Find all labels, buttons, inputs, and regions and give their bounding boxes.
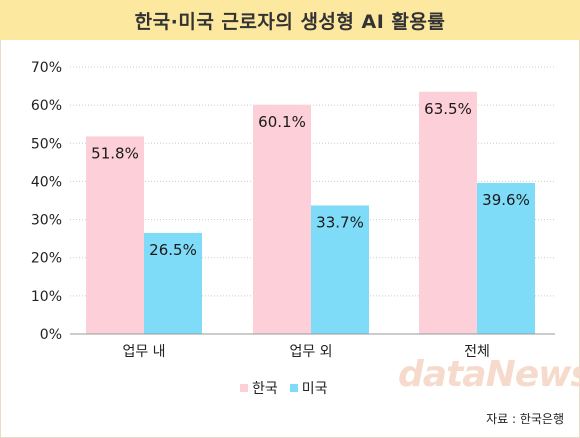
bar-korea	[253, 104, 311, 334]
x-category-label: 업무 외	[289, 344, 332, 360]
data-label: 60.1%	[258, 113, 306, 131]
bar-korea	[419, 91, 477, 335]
x-category-label: 업무 내	[122, 344, 165, 360]
legend-item-usa: 미국	[289, 378, 328, 398]
y-tick-label: 30%	[31, 213, 62, 229]
data-label: 26.5%	[149, 241, 197, 259]
legend-item-korea: 한국	[240, 378, 278, 398]
legend: 한국 미국	[240, 378, 328, 398]
y-tick-label: 60%	[31, 98, 62, 114]
bar-usa	[144, 232, 202, 334]
legend-swatch-korea	[240, 384, 248, 392]
y-tick-label: 10%	[31, 289, 62, 305]
bar-korea	[86, 136, 144, 334]
legend-label-usa: 미국	[301, 381, 328, 397]
x-category-label: 전체	[464, 344, 490, 360]
data-label: 39.6%	[482, 191, 530, 209]
source-note: 자료 : 한국은행	[486, 412, 564, 426]
data-label: 33.7%	[316, 213, 364, 231]
bar-usa	[477, 182, 535, 334]
data-label: 51.8%	[91, 144, 139, 162]
y-tick-label: 70%	[31, 60, 62, 76]
y-tick-label: 20%	[31, 251, 62, 267]
watermark-logo: dataNews	[398, 354, 580, 395]
title-bar: 한국·미국 근로자의 생성형 AI 활용률	[0, 0, 580, 40]
data-label: 63.5%	[424, 100, 472, 118]
bar-usa	[311, 205, 369, 334]
y-tick-label: 0%	[40, 327, 62, 343]
chart-title: 한국·미국 근로자의 생성형 AI 활용률	[134, 10, 446, 33]
y-tick-label: 50%	[31, 136, 62, 152]
y-tick-label: 40%	[31, 174, 62, 190]
legend-swatch-usa	[289, 384, 298, 392]
legend-label-korea: 한국	[252, 381, 278, 397]
